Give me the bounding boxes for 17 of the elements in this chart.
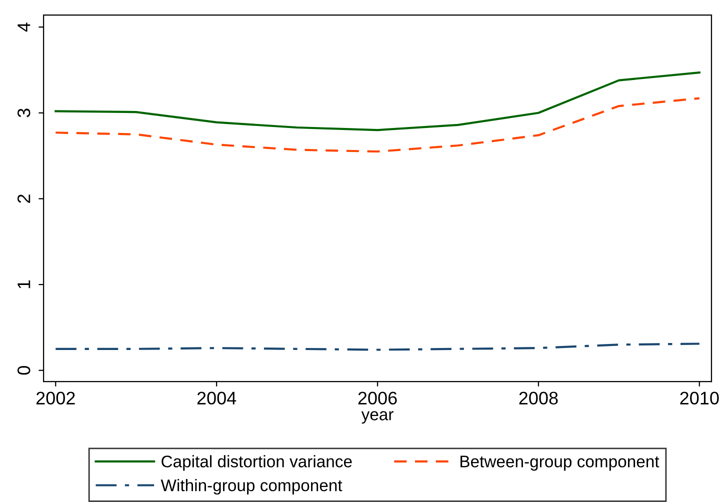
- line-series: [54, 72, 700, 132]
- y-tick-label: 1: [18, 280, 30, 288]
- line-series: [54, 97, 700, 153]
- y-tick-label: 2: [17, 194, 30, 203]
- x-tick-label: 2004: [197, 392, 236, 405]
- y-tick-label: 4: [18, 22, 30, 32]
- x-tick-label: 2010: [680, 392, 719, 405]
- x-tick-label: 2002: [36, 392, 75, 405]
- x-tick-label: 2006: [358, 392, 397, 405]
- legend-label: Capital distortion variance: [162, 455, 352, 471]
- line-series: [54, 342, 700, 351]
- y-tick-label: 0: [17, 366, 30, 375]
- x-axis-title: year: [361, 411, 394, 424]
- y-tick-label: 3: [17, 108, 30, 118]
- x-tick-label: 2008: [519, 392, 558, 405]
- legend-label: Between-group component: [460, 456, 660, 471]
- legend-label: Within-group component: [160, 479, 342, 495]
